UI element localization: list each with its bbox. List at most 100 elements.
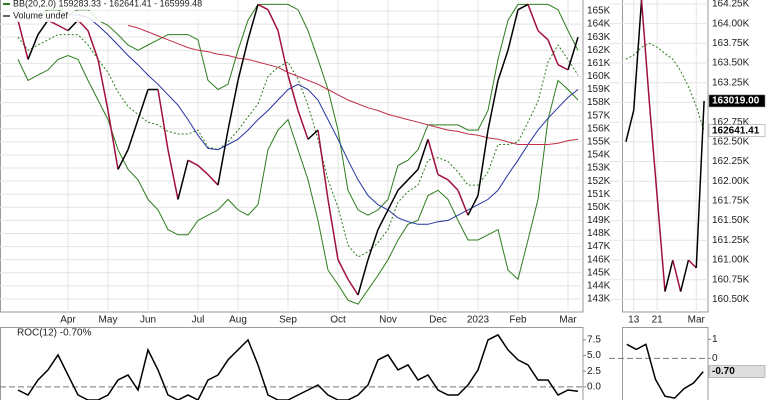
y-tick-label: 164.25K — [712, 0, 750, 10]
x-tick-label: Nov — [379, 315, 397, 326]
series-line — [625, 42, 705, 131]
price-segment — [537, 30, 549, 41]
x-tick-label: 13 — [628, 315, 640, 326]
value-label: 162641.41 — [712, 125, 760, 136]
y-tick-label: 155K — [587, 137, 611, 148]
x-tick-label: Oct — [330, 315, 346, 326]
y-tick-label: 156K — [587, 123, 611, 134]
y-tick-label: 148K — [587, 228, 611, 239]
price-segment — [567, 36, 579, 71]
price-segment — [307, 129, 319, 140]
panel-title: ROC(12) -0.70% — [17, 328, 92, 339]
price-segment — [467, 195, 479, 216]
price-segment — [137, 89, 149, 120]
price-segment — [487, 80, 499, 131]
y-tick-label: 164.00K — [712, 18, 750, 29]
price-segment — [117, 149, 129, 170]
value-label-box — [708, 124, 766, 137]
price-segment — [427, 139, 439, 175]
price-segment — [107, 110, 119, 170]
price-segment — [207, 174, 219, 186]
zoom-panel-frame — [622, 0, 709, 313]
y-tick-label: 0.0 — [587, 381, 601, 392]
y-tick-label: 145K — [587, 267, 611, 278]
y-tick-label: 160.75K — [712, 274, 750, 285]
y-tick-label: 163.75K — [712, 38, 750, 49]
y-tick-label: 161K — [587, 58, 611, 69]
price-segment — [625, 110, 635, 142]
y-tick-label: 161.25K — [712, 235, 750, 246]
price-segment — [187, 159, 199, 167]
series-line — [17, 3, 579, 216]
price-segment — [687, 259, 697, 269]
price-segment — [367, 229, 379, 260]
y-tick-label: 152K — [587, 176, 611, 187]
value-label: 163019.00 — [712, 96, 760, 107]
legend-bg — [1, 0, 233, 10]
y-tick-label: 164K — [587, 19, 611, 30]
price-segment — [57, 24, 69, 32]
price-segment — [347, 278, 359, 296]
x-tick-label: Aug — [229, 315, 247, 326]
price-segment — [447, 179, 459, 191]
price-segment — [37, 19, 49, 35]
x-tick-label: Jun — [140, 315, 156, 326]
series-line — [17, 34, 579, 258]
y-tick-label: 162K — [587, 45, 611, 56]
y-tick-label: 146K — [587, 254, 611, 265]
price-segment — [695, 100, 705, 268]
y-tick-label: 150K — [587, 202, 611, 213]
series-line — [68, 14, 579, 225]
y-tick-label: 161.50K — [712, 215, 750, 226]
y-tick-label: 2.5 — [587, 366, 601, 377]
price-segment — [267, 9, 279, 31]
price-segment — [377, 209, 389, 230]
price-segment — [664, 259, 674, 292]
price-segment — [127, 119, 139, 150]
price-segment — [167, 149, 179, 200]
roc-panel-frame — [0, 327, 584, 400]
plot-area — [609, 343, 708, 399]
price-segment — [457, 190, 469, 216]
y-tick-label: 159K — [587, 84, 611, 95]
plot-area — [0, 333, 583, 400]
price-segment — [197, 164, 209, 176]
price-segment — [407, 168, 419, 181]
y-tick-label: 153K — [587, 163, 611, 174]
price-segment — [87, 30, 99, 60]
price-segment — [640, 0, 651, 103]
y-tick-label: 143K — [587, 294, 611, 305]
axis: 7.5 5.0 2.5 0.0 — [583, 335, 601, 392]
y-tick-label: 157K — [587, 110, 611, 121]
x-tick-label: Feb — [509, 315, 527, 326]
y-tick-label: 165K — [587, 6, 611, 17]
price-segment — [217, 129, 229, 186]
plot-area — [609, 0, 708, 312]
y-tick-label: 163.25K — [712, 77, 750, 88]
value-label-box — [708, 94, 766, 108]
series-line — [626, 343, 704, 399]
x-tick-label: Mar — [559, 315, 577, 326]
series-line — [17, 54, 579, 305]
price-segment — [648, 102, 658, 198]
y-tick-label: 158K — [587, 97, 611, 108]
y-tick-label: 147K — [587, 241, 611, 252]
price-segment — [177, 160, 189, 200]
price-segment — [257, 3, 269, 11]
price-segment — [317, 129, 329, 200]
y-tick-label: 162.00K — [712, 176, 750, 187]
legend-label: Volume undef — [13, 10, 69, 20]
price-segment — [277, 30, 289, 76]
price-segment — [417, 139, 429, 170]
y-tick-label: 5.0 — [587, 350, 601, 361]
y-tick-label: 163K — [587, 32, 611, 43]
x-tick-label: Apr — [60, 315, 76, 326]
y-tick-label: 162.50K — [712, 136, 750, 147]
y-tick-label: 149K — [587, 215, 611, 226]
price-segment — [237, 39, 249, 81]
roc-zoom-frame — [622, 327, 709, 400]
price-segment — [337, 259, 349, 280]
price-segment — [357, 259, 369, 296]
